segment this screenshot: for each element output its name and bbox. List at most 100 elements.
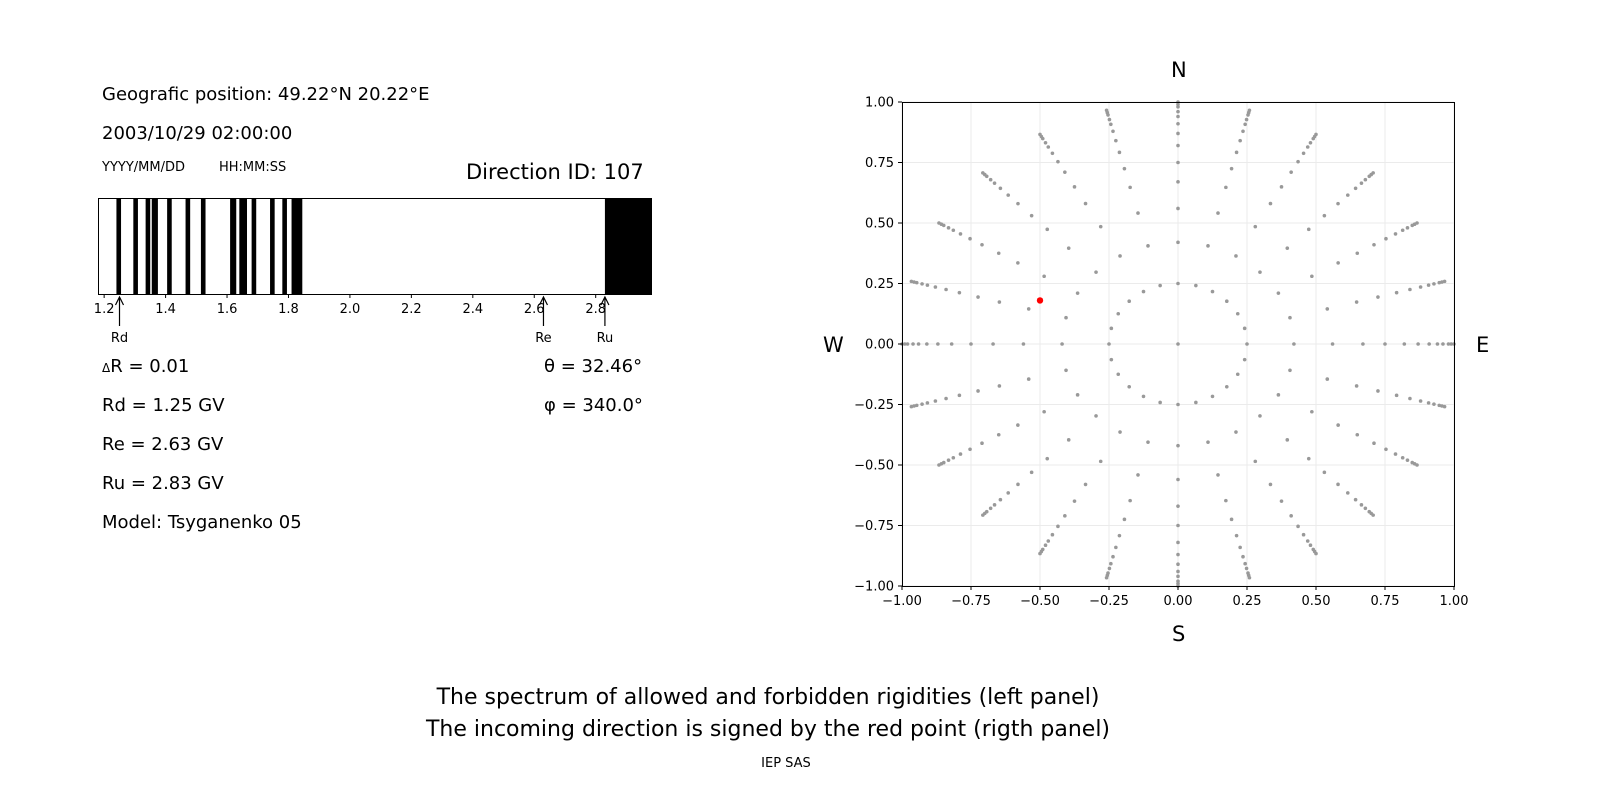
direction-point xyxy=(1104,108,1109,113)
direction-point xyxy=(1038,551,1042,556)
direction-point xyxy=(1045,227,1050,232)
forbidden-band xyxy=(185,198,191,294)
direction-point xyxy=(1383,342,1387,346)
direction-point xyxy=(1176,569,1180,574)
direction-point xyxy=(1253,224,1258,229)
direction-point xyxy=(1310,409,1314,414)
direction-point xyxy=(937,463,941,467)
direction-point xyxy=(976,295,980,299)
direction-point xyxy=(1279,185,1284,189)
direction-point xyxy=(1064,368,1068,373)
direction-point xyxy=(1242,357,1247,362)
direction-point xyxy=(1325,307,1330,311)
direction-point xyxy=(1234,150,1239,155)
direction-point xyxy=(937,221,941,225)
direction-point xyxy=(1234,533,1239,538)
direction-point xyxy=(1050,532,1055,537)
direction-point xyxy=(1258,414,1262,418)
delta-r-value: R = 0.01 xyxy=(110,356,190,377)
direction-point xyxy=(1416,342,1420,346)
direction-point xyxy=(1289,514,1293,518)
direction-point xyxy=(1229,166,1234,171)
direction-point xyxy=(1111,554,1115,559)
y-tick-label: 0.50 xyxy=(865,217,894,232)
direction-point xyxy=(1098,459,1103,464)
direction-point xyxy=(1176,206,1180,211)
direction-point xyxy=(1394,393,1399,398)
direction-point xyxy=(1301,151,1306,156)
phi-value: φ = 340.0° xyxy=(544,395,643,416)
direction-point xyxy=(1117,150,1122,155)
direction-point xyxy=(916,342,921,346)
direction-point xyxy=(976,389,980,393)
direction-point xyxy=(1098,224,1103,229)
forbidden-band xyxy=(239,198,248,294)
direction-point xyxy=(1376,295,1380,299)
direction-point xyxy=(1117,533,1122,538)
direction-point xyxy=(1442,404,1447,409)
direction-point xyxy=(1314,132,1318,137)
x-tick-label: 0.00 xyxy=(1164,594,1193,609)
compass-east: E xyxy=(1476,333,1490,357)
direction-point xyxy=(1308,141,1313,145)
direction-point xyxy=(1336,201,1340,206)
direction-point xyxy=(1006,193,1011,197)
y-tick-label: 1.00 xyxy=(865,96,894,111)
direction-point xyxy=(1394,290,1399,295)
date-time: 2003/10/29 02:00:00 xyxy=(102,123,293,144)
direction-point xyxy=(968,447,972,452)
direction-point xyxy=(1109,561,1113,566)
direction-point xyxy=(1288,368,1292,373)
direction-point xyxy=(1016,261,1020,265)
direction-point xyxy=(1176,121,1180,126)
direction-point xyxy=(1244,566,1249,571)
spectrum-frame xyxy=(98,198,652,295)
direction-point xyxy=(1072,185,1077,189)
direction-point xyxy=(1405,226,1410,230)
re-value: Re = 2.63 GV xyxy=(102,434,224,455)
direction-point xyxy=(1016,482,1020,487)
direction-point xyxy=(1268,482,1273,487)
direction-point xyxy=(981,171,985,175)
direction-point xyxy=(1308,543,1313,547)
direction-point xyxy=(1118,254,1122,258)
direction-point xyxy=(1418,399,1423,403)
direction-point xyxy=(1241,554,1245,559)
direction-point xyxy=(1176,402,1180,407)
direction-point xyxy=(1400,455,1405,460)
marker-label-rd: Rd xyxy=(111,331,128,346)
direction-point xyxy=(1066,438,1071,442)
direction-point xyxy=(1072,499,1077,503)
direction-point xyxy=(1305,539,1310,543)
direction-point xyxy=(1224,185,1228,190)
direction-point xyxy=(1043,141,1048,145)
direction-point xyxy=(1176,562,1180,567)
direction-point xyxy=(1285,246,1290,250)
direction-point xyxy=(1371,171,1375,175)
direction-point xyxy=(957,393,962,398)
direction-point xyxy=(1043,543,1048,547)
direction-point xyxy=(920,402,924,406)
x-tick-label: 0.25 xyxy=(1233,594,1262,609)
direction-point xyxy=(1176,131,1180,136)
direction-point xyxy=(996,251,1001,256)
direction-point xyxy=(1322,213,1327,218)
direction-point xyxy=(1206,244,1210,248)
direction-point xyxy=(1128,498,1132,503)
direction-point xyxy=(1056,159,1060,164)
direction-point xyxy=(1301,532,1306,537)
direction-point xyxy=(1116,372,1121,377)
direction-point xyxy=(951,228,956,233)
direction-point xyxy=(1046,145,1051,149)
direction-point xyxy=(1427,342,1431,346)
direction-point xyxy=(951,455,956,460)
direction-point xyxy=(1206,440,1210,444)
direction-point xyxy=(1292,342,1296,346)
direction-point xyxy=(1441,342,1445,346)
spectrum-tick-label: 2.8 xyxy=(585,302,606,317)
direction-point xyxy=(1418,285,1423,289)
direction-point xyxy=(1276,291,1281,295)
direction-point xyxy=(1109,122,1113,127)
direction-point xyxy=(1325,377,1330,381)
